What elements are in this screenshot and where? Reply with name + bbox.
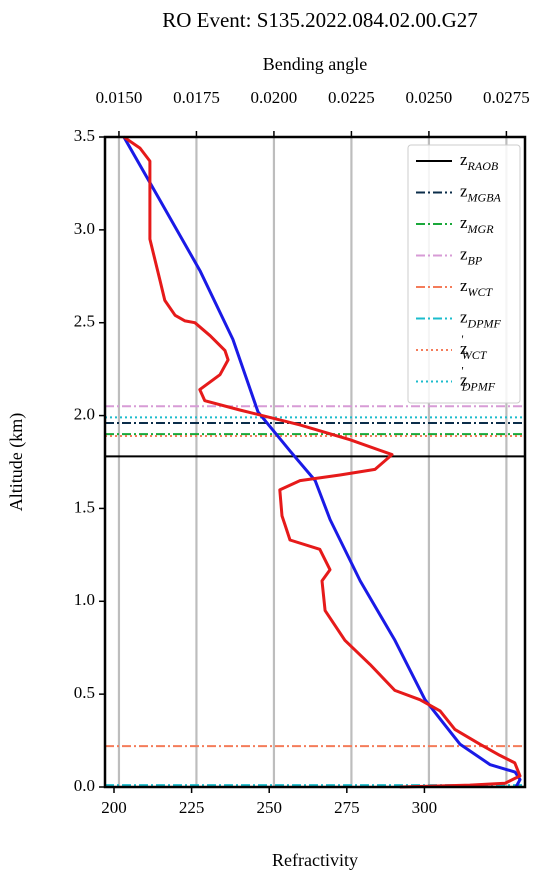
- legend-label: zDPMF: [460, 307, 502, 330]
- legend-label: zBP: [460, 244, 483, 267]
- y-tick-label: 1.0: [74, 590, 95, 609]
- y-tick-label: 3.5: [74, 126, 95, 145]
- legend-subscript: MGR: [467, 222, 495, 236]
- legend-box: [407, 144, 521, 404]
- y-tick-label: 2.5: [74, 312, 95, 331]
- y-tick-label: 0.5: [74, 683, 95, 702]
- y-tick-label: 1.5: [74, 497, 95, 516]
- legend-name: z: [460, 339, 468, 358]
- y-axis-label: Altitude (km): [6, 413, 27, 511]
- y-tick-label: 0.0: [74, 776, 95, 795]
- x-axis-label: Refractivity: [272, 850, 358, 870]
- x2-tick-label: 0.0225: [328, 88, 375, 107]
- y-tick-label: 3.0: [74, 219, 95, 238]
- legend-label: z' WCT: [460, 332, 488, 362]
- x2-tick-label: 0.0250: [406, 88, 453, 107]
- legend-subscript: DPMF: [467, 316, 502, 330]
- legend-name: z: [460, 150, 468, 169]
- legend-name: z: [460, 244, 468, 263]
- x-tick-label: 300: [412, 798, 438, 817]
- chart-title: RO Event: S135.2022.084.02.00.G27: [162, 8, 478, 32]
- legend-label: zWCT: [460, 276, 494, 299]
- x-tick-label: 275: [334, 798, 360, 817]
- legend-subscript: DPMF: [461, 379, 496, 393]
- x-tick-label: 200: [101, 798, 127, 817]
- legend-subscript: BP: [468, 253, 483, 267]
- legend-subscript: WCT: [462, 348, 488, 362]
- x2-tick-label: 0.0150: [96, 88, 143, 107]
- x2-tick-label: 0.0275: [483, 88, 530, 107]
- profile-line: [123, 135, 522, 789]
- legend-name: z: [460, 276, 468, 295]
- legend-prime: ': [462, 363, 464, 377]
- legend-name: z: [460, 213, 468, 232]
- legend-subscript: WCT: [468, 285, 494, 299]
- legend-name: z: [460, 181, 468, 200]
- legend-subscript: RAOB: [467, 159, 499, 173]
- legend-name: z: [460, 370, 468, 389]
- plot-frame: [103, 135, 527, 789]
- legend-label: zRAOB: [460, 150, 499, 173]
- legend-prime: ': [462, 332, 464, 346]
- legend-name: z: [460, 307, 468, 326]
- x2-tick-label: 0.0175: [173, 88, 220, 107]
- legend-label: z' DPMF: [460, 363, 496, 393]
- legend-label: zMGR: [460, 213, 494, 236]
- legend-label: zMGBA: [460, 181, 502, 204]
- profile-line: [122, 136, 522, 788]
- x-tick-label: 225: [179, 798, 205, 817]
- x-tick-label: 250: [256, 798, 282, 817]
- y-tick-label: 2.0: [74, 404, 95, 423]
- x2-tick-label: 0.0200: [251, 88, 298, 107]
- x2-axis-label: Bending angle: [263, 54, 367, 74]
- legend-subscript: MGBA: [467, 190, 502, 204]
